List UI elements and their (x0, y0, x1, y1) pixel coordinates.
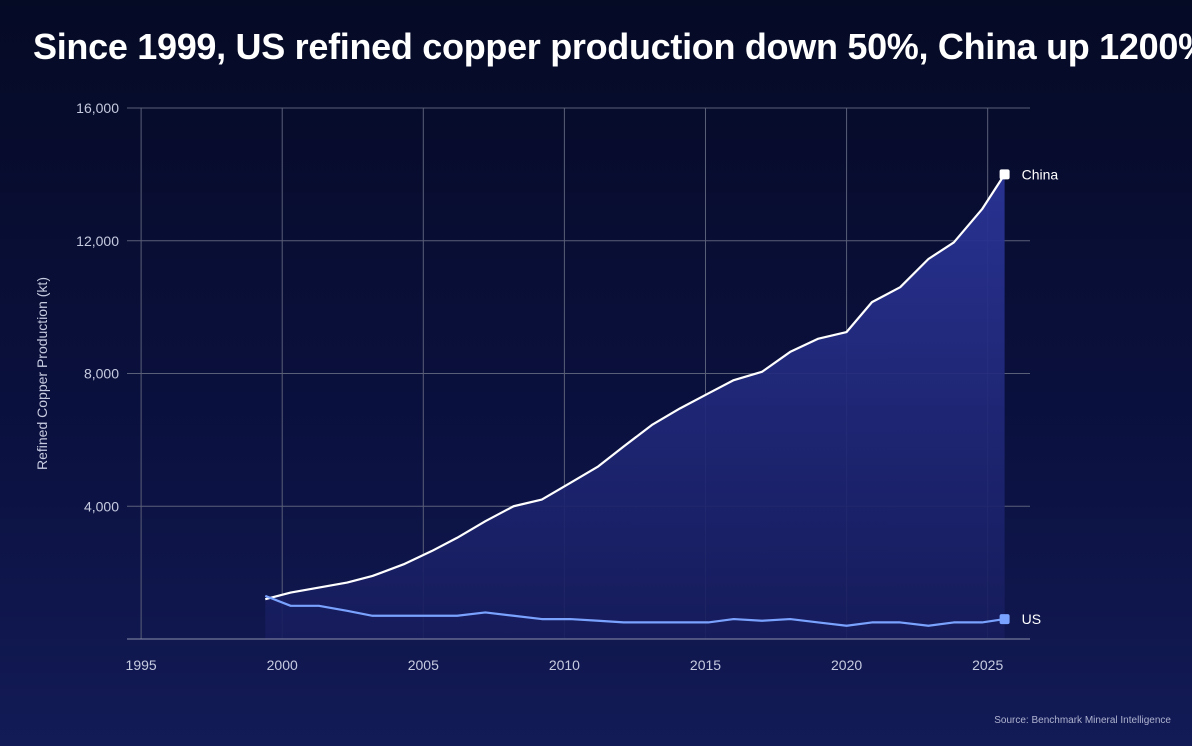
x-tick-label: 2020 (831, 657, 862, 673)
y-axis-label: Refined Copper Production (kt) (34, 277, 50, 470)
y-tick-label: 12,000 (76, 233, 119, 249)
y-tick-label: 8,000 (84, 366, 119, 382)
x-tick-label: 2005 (408, 657, 439, 673)
china-series-line (264, 173, 1006, 601)
x-tick-label: 2000 (267, 657, 298, 673)
china-series-label: China (1022, 166, 1059, 182)
x-tick-label: 1995 (126, 657, 157, 673)
x-tick-label: 2010 (549, 657, 580, 673)
x-tick-label: 2025 (972, 657, 1003, 673)
series: China US (264, 166, 1059, 627)
grid (127, 107, 1030, 639)
y-tick-label: 16,000 (76, 100, 119, 116)
us-end-marker (999, 614, 1010, 625)
axes: 1995 2000 2005 2010 2015 2020 2025 4,000 8,000 12… (76, 100, 1030, 673)
y-tick-label: 4,000 (84, 498, 119, 514)
china-area (265, 174, 1005, 639)
china-end-marker (999, 169, 1010, 180)
source-note: Source: Benchmark Mineral Intelligence (994, 715, 1171, 726)
chart-title: Since 1999, US refined copper production… (33, 26, 1192, 67)
us-series-label: US (1022, 611, 1041, 627)
us-series-line (264, 594, 1005, 627)
x-tick-label: 2015 (690, 657, 721, 673)
